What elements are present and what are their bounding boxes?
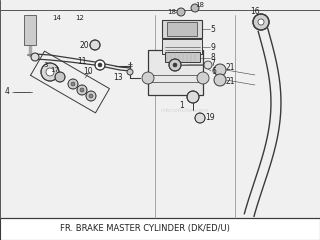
Bar xyxy=(148,50,203,95)
Text: 21: 21 xyxy=(225,64,235,72)
Text: 18: 18 xyxy=(167,9,177,15)
Text: 21: 21 xyxy=(225,78,235,86)
Bar xyxy=(162,39,202,54)
Text: 10: 10 xyxy=(83,67,93,77)
Bar xyxy=(162,20,202,38)
Text: 19: 19 xyxy=(205,114,215,122)
Text: 8: 8 xyxy=(211,54,215,62)
Circle shape xyxy=(95,60,105,70)
Bar xyxy=(24,15,36,45)
Text: 13: 13 xyxy=(113,72,123,82)
Circle shape xyxy=(142,72,154,84)
Text: 4: 4 xyxy=(4,88,9,96)
Circle shape xyxy=(89,94,93,98)
Circle shape xyxy=(68,79,78,89)
Circle shape xyxy=(98,63,102,67)
Circle shape xyxy=(177,8,185,16)
Bar xyxy=(0,218,320,240)
Text: 5: 5 xyxy=(211,24,215,34)
Text: 6: 6 xyxy=(212,66,216,76)
Circle shape xyxy=(86,91,96,101)
Text: 9: 9 xyxy=(211,42,215,52)
Circle shape xyxy=(195,113,205,123)
Circle shape xyxy=(197,72,209,84)
Circle shape xyxy=(90,40,100,50)
Circle shape xyxy=(187,91,199,103)
Text: microfiche.com: microfiche.com xyxy=(161,108,209,113)
Bar xyxy=(165,52,200,62)
Bar xyxy=(167,22,197,36)
Text: 7: 7 xyxy=(211,60,215,68)
Circle shape xyxy=(253,14,269,30)
Text: FR. BRAKE MASTER CYLINDER (DK/ED/U): FR. BRAKE MASTER CYLINDER (DK/ED/U) xyxy=(60,224,230,234)
Text: 14: 14 xyxy=(52,15,61,21)
Text: 18: 18 xyxy=(196,2,204,8)
Text: 12: 12 xyxy=(76,15,84,21)
Circle shape xyxy=(258,19,264,25)
Text: 20: 20 xyxy=(79,41,89,49)
Circle shape xyxy=(46,68,54,76)
Circle shape xyxy=(80,88,84,92)
Circle shape xyxy=(204,61,212,69)
Circle shape xyxy=(41,63,59,81)
Circle shape xyxy=(71,82,75,86)
Text: 1: 1 xyxy=(180,101,184,109)
Circle shape xyxy=(191,4,199,12)
Circle shape xyxy=(169,59,181,71)
Circle shape xyxy=(173,63,177,67)
Text: 16: 16 xyxy=(250,7,260,17)
Text: 17: 17 xyxy=(51,67,60,73)
Text: 11: 11 xyxy=(77,58,87,66)
Circle shape xyxy=(77,85,87,95)
Circle shape xyxy=(214,64,226,76)
Text: 3: 3 xyxy=(44,62,48,68)
Circle shape xyxy=(55,72,65,82)
Circle shape xyxy=(214,74,226,86)
Circle shape xyxy=(31,53,39,61)
Circle shape xyxy=(127,69,133,75)
